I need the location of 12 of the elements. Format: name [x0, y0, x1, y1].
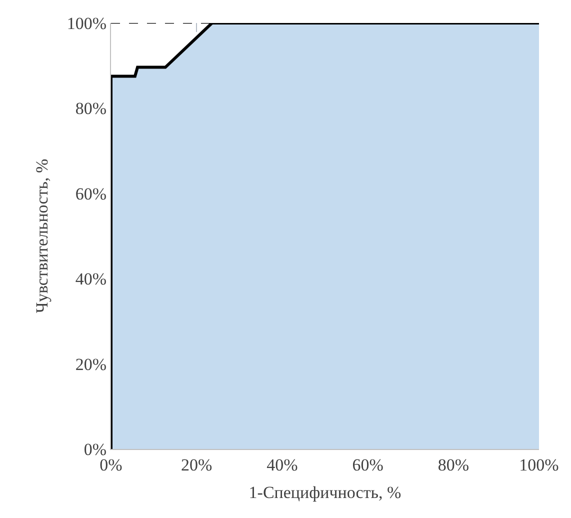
x-tick-label: 80% — [438, 455, 469, 474]
x-tick-label: 60% — [352, 455, 384, 474]
x-tick-label: 40% — [266, 455, 298, 474]
y-tick-label: 20% — [75, 354, 107, 374]
y-tick-label: 40% — [75, 270, 107, 289]
x-tick-label: 100% — [519, 455, 559, 474]
x-axis-title: 1-Специфичность, % — [248, 482, 402, 502]
x-tick-label: 20% — [181, 455, 212, 474]
y-tick-label: 80% — [75, 99, 107, 118]
y-tick-label: 100% — [66, 14, 107, 33]
y-tick-label: 60% — [75, 184, 107, 204]
y-axis-title: Чувствительность, % — [32, 158, 52, 314]
